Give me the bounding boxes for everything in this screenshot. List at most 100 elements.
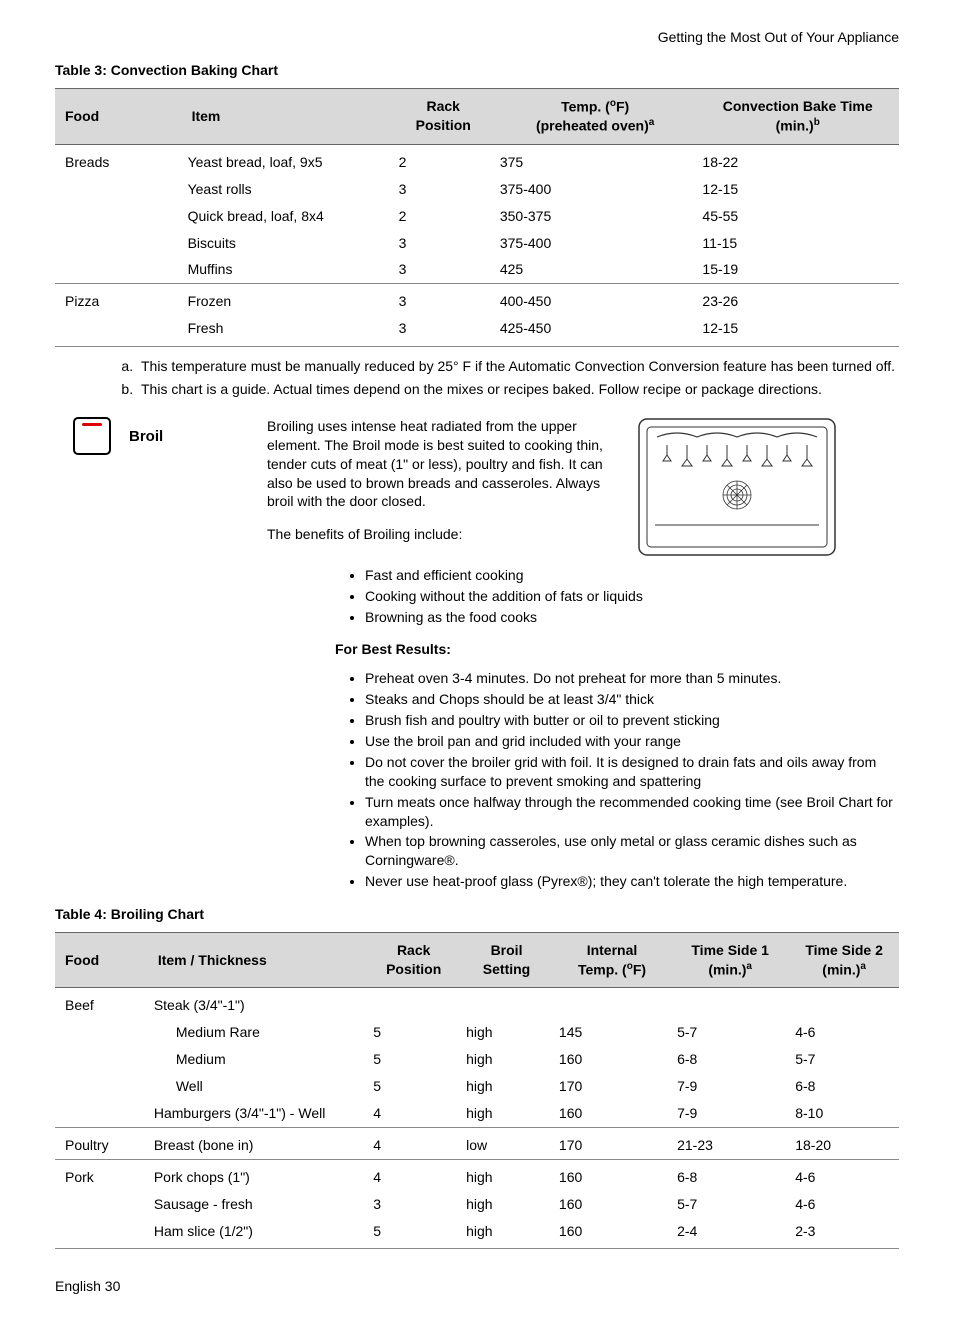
table4-col-header: BroilSetting xyxy=(460,933,553,988)
table-cell: 5 xyxy=(367,1046,460,1073)
broil-body-text: Broiling uses intense heat radiated from… xyxy=(267,417,619,558)
table-cell xyxy=(55,1191,148,1218)
table-cell: high xyxy=(460,1191,553,1218)
table-cell: 5 xyxy=(367,1019,460,1046)
table-cell: 3 xyxy=(393,230,494,257)
broil-icon xyxy=(73,417,111,455)
table-cell: Ham slice (1/2") xyxy=(148,1218,367,1249)
table-cell: Poultry xyxy=(55,1127,148,1159)
table-cell: 2-3 xyxy=(789,1218,899,1249)
table-cell: Breads xyxy=(55,144,182,175)
table-row: PizzaFrozen3400-45023-26 xyxy=(55,284,899,315)
table-cell: Pork xyxy=(55,1159,148,1190)
table-cell xyxy=(553,988,671,1019)
table-cell xyxy=(55,315,182,346)
table-cell: 4 xyxy=(367,1159,460,1190)
broil-heading: Broil xyxy=(129,427,249,447)
table-cell: Yeast bread, loaf, 9x5 xyxy=(182,144,393,175)
table-row: PoultryBreast (bone in)4low17021-2318-20 xyxy=(55,1127,899,1159)
table-cell xyxy=(367,988,460,1019)
best-results-item: Never use heat-proof glass (Pyrex®); the… xyxy=(365,872,899,891)
table-cell: 23-26 xyxy=(696,284,899,315)
table-cell: 7-9 xyxy=(671,1100,789,1127)
table-row: BreadsYeast bread, loaf, 9x5237518-22 xyxy=(55,144,899,175)
table3-col-header: Item xyxy=(182,88,393,144)
table3-col-header: Convection Bake Time(min.)b xyxy=(696,88,899,144)
page-footer: English 30 xyxy=(55,1277,899,1296)
best-results-heading: For Best Results: xyxy=(335,640,899,659)
table3-col-header: Temp. (oF)(preheated oven)a xyxy=(494,88,697,144)
page-running-header: Getting the Most Out of Your Appliance xyxy=(55,28,899,47)
table-cell: 3 xyxy=(393,176,494,203)
table-cell: 400-450 xyxy=(494,284,697,315)
table-cell: 4-6 xyxy=(789,1191,899,1218)
table-cell: Medium Rare xyxy=(148,1019,367,1046)
table-cell xyxy=(55,1073,148,1100)
table-cell: 4-6 xyxy=(789,1159,899,1190)
broil-section: Broil Broiling uses intense heat radiate… xyxy=(55,417,899,562)
table-cell: Well xyxy=(148,1073,367,1100)
table-cell: Beef xyxy=(55,988,148,1019)
table-cell: 170 xyxy=(553,1073,671,1100)
best-results-item: Do not cover the broiler grid with foil.… xyxy=(365,753,899,791)
broil-para1: Broiling uses intense heat radiated from… xyxy=(267,417,619,511)
best-results-item: Steaks and Chops should be at least 3/4"… xyxy=(365,690,899,709)
table-row: Muffins342515-19 xyxy=(55,256,899,283)
footnote-item: This chart is a guide. Actual times depe… xyxy=(137,380,899,399)
table-cell: 5-7 xyxy=(789,1046,899,1073)
table-cell: 375-400 xyxy=(494,176,697,203)
table3-footnotes: This temperature must be manually reduce… xyxy=(97,357,899,399)
table-cell: Quick bread, loaf, 8x4 xyxy=(182,203,393,230)
table4-col-header: Time Side 2(min.)a xyxy=(789,933,899,988)
table-cell: 160 xyxy=(553,1218,671,1249)
best-results-list: Preheat oven 3-4 minutes. Do not preheat… xyxy=(335,669,899,891)
table-cell xyxy=(55,203,182,230)
table-cell: Breast (bone in) xyxy=(148,1127,367,1159)
table-cell xyxy=(55,256,182,283)
table-cell: high xyxy=(460,1100,553,1127)
table-cell: high xyxy=(460,1218,553,1249)
table-cell: Biscuits xyxy=(182,230,393,257)
table-cell: 11-15 xyxy=(696,230,899,257)
table-row: Fresh3425-45012-15 xyxy=(55,315,899,346)
table-row: Sausage - fresh3high1605-74-6 xyxy=(55,1191,899,1218)
benefit-item: Browning as the food cooks xyxy=(365,608,899,627)
table-row: Yeast rolls3375-40012-15 xyxy=(55,176,899,203)
table-row: PorkPork chops (1")4high1606-84-6 xyxy=(55,1159,899,1190)
table-cell: 4 xyxy=(367,1127,460,1159)
table-cell: 375-400 xyxy=(494,230,697,257)
table-cell: 160 xyxy=(553,1159,671,1190)
table-cell: 425 xyxy=(494,256,697,283)
table-cell: high xyxy=(460,1019,553,1046)
table-cell: 5-7 xyxy=(671,1191,789,1218)
table-cell: Steak (3/4"-1") xyxy=(148,988,367,1019)
table3-col-header: Food xyxy=(55,88,182,144)
table-cell: 12-15 xyxy=(696,176,899,203)
table-cell: 5 xyxy=(367,1073,460,1100)
table-cell: 6-8 xyxy=(671,1046,789,1073)
table-cell: Muffins xyxy=(182,256,393,283)
table-cell xyxy=(55,176,182,203)
table-cell: 3 xyxy=(393,256,494,283)
table-cell: Pork chops (1") xyxy=(148,1159,367,1190)
table-cell xyxy=(460,988,553,1019)
table-cell: low xyxy=(460,1127,553,1159)
table4-col-header: RackPosition xyxy=(367,933,460,988)
best-results-item: Use the broil pan and grid included with… xyxy=(365,732,899,751)
table-cell: 4-6 xyxy=(789,1019,899,1046)
best-results-item: Preheat oven 3-4 minutes. Do not preheat… xyxy=(365,669,899,688)
table-cell: 145 xyxy=(553,1019,671,1046)
table-cell: 6-8 xyxy=(671,1159,789,1190)
table-cell: 160 xyxy=(553,1046,671,1073)
broil-lists: Fast and efficient cookingCooking withou… xyxy=(335,566,899,891)
table-cell: 12-15 xyxy=(696,315,899,346)
table-row: Well5high1707-96-8 xyxy=(55,1073,899,1100)
table-cell xyxy=(55,1218,148,1249)
table-cell: 18-20 xyxy=(789,1127,899,1159)
table-cell: 45-55 xyxy=(696,203,899,230)
broil-para2: The benefits of Broiling include: xyxy=(267,525,619,544)
table-cell: Fresh xyxy=(182,315,393,346)
table-cell: 21-23 xyxy=(671,1127,789,1159)
table-cell: 18-22 xyxy=(696,144,899,175)
table-cell: 425-450 xyxy=(494,315,697,346)
